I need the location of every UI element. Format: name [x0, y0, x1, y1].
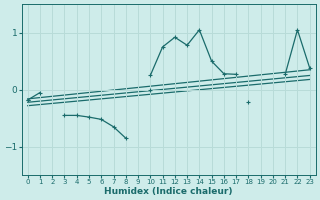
X-axis label: Humidex (Indice chaleur): Humidex (Indice chaleur): [104, 187, 233, 196]
